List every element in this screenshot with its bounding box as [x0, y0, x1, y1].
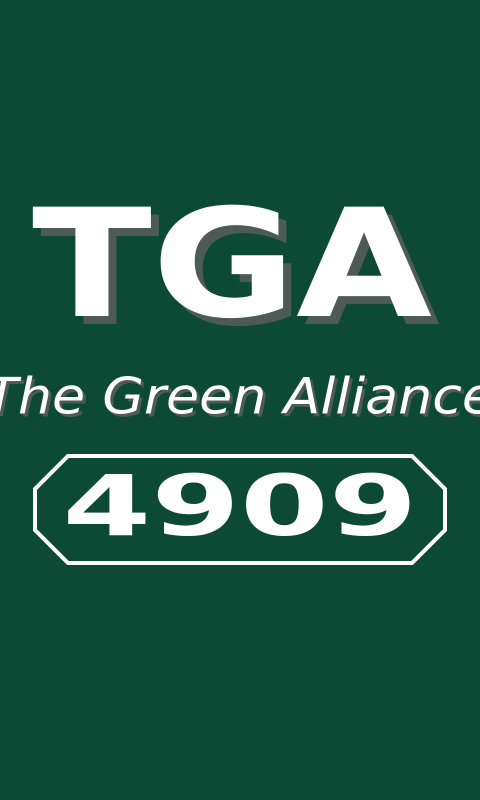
team-number: 4909 — [63, 457, 418, 555]
tagline-shadow: The Green Alliance — [0, 371, 480, 429]
tagline: The Green Alliance — [0, 368, 480, 426]
logo-acronym: TGA — [32, 178, 432, 352]
number-frame — [33, 454, 447, 565]
logo-shadow: TGA — [40, 186, 440, 360]
